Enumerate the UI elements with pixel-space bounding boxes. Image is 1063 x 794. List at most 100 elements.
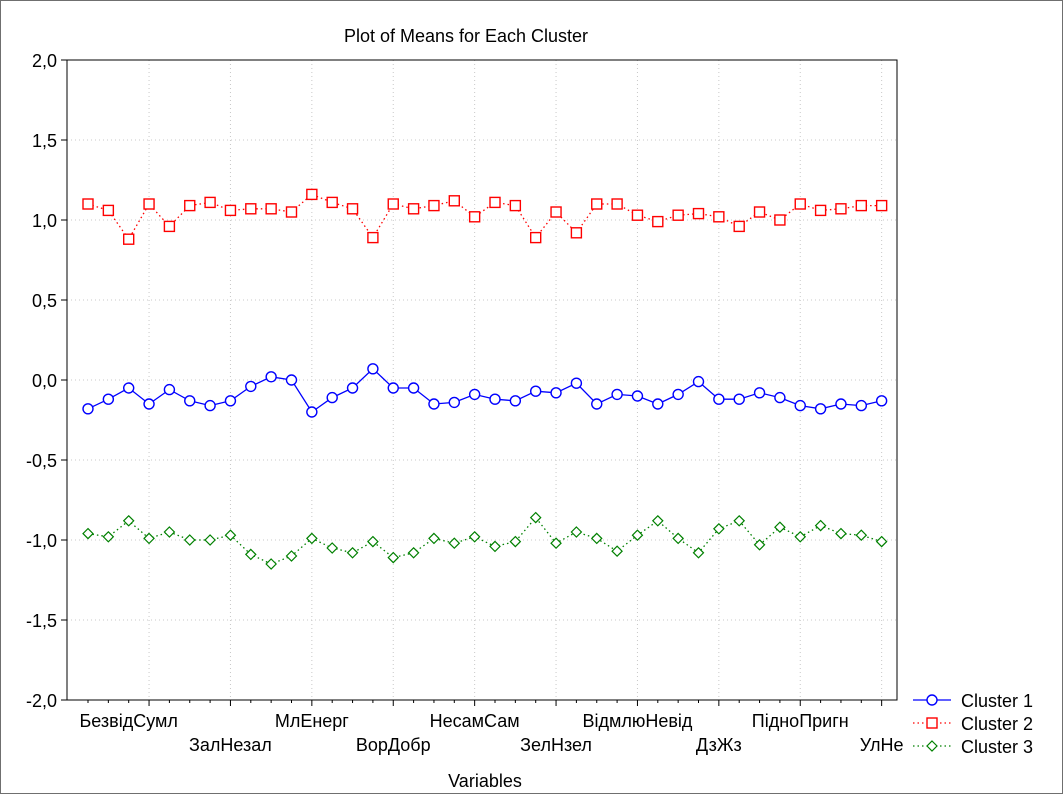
series-2-point xyxy=(122,233,135,245)
series-3 xyxy=(82,511,888,570)
series-3-point xyxy=(224,529,237,542)
x-tick-label: ЗалНезал xyxy=(189,735,272,755)
series-1-point xyxy=(285,374,298,386)
series-2-point xyxy=(428,199,440,212)
series-2-point xyxy=(855,199,867,212)
series-1-point xyxy=(102,393,115,405)
series-2-point xyxy=(652,215,664,228)
series-1-point xyxy=(184,395,196,407)
series-3-point xyxy=(529,511,542,524)
series-1-point xyxy=(631,390,644,402)
labels-layer: Plot of Means for Each Cluster Variables… xyxy=(79,26,903,791)
x-tick-label: ДзЖз xyxy=(696,735,742,755)
y-tick-label: -2,0 xyxy=(26,691,57,711)
legend: Cluster 1 Cluster 2 Cluster 3 xyxy=(913,691,1033,757)
series-2-point xyxy=(713,211,725,223)
series-1-point xyxy=(550,387,562,399)
series-3-point xyxy=(163,526,176,538)
series-3-point xyxy=(183,534,196,546)
legend-marker xyxy=(926,694,938,706)
series-2-point xyxy=(875,199,888,212)
series-2-point xyxy=(774,214,786,226)
series-2-point xyxy=(306,188,318,201)
series-2-point xyxy=(448,195,460,207)
series-1-point xyxy=(326,391,338,404)
series-1-point xyxy=(855,399,867,412)
series-2-point xyxy=(550,206,562,218)
series-3-point xyxy=(285,550,298,562)
series-1-point xyxy=(753,387,766,399)
series-3-point xyxy=(835,527,847,540)
x-axis-title: Variables xyxy=(448,771,522,791)
y-tick-label: 1,5 xyxy=(32,131,57,151)
legend-entry-2: Cluster 2 xyxy=(913,714,1033,734)
series-2-point xyxy=(611,198,623,210)
series-1-point xyxy=(143,398,155,410)
series-2-point xyxy=(794,198,806,210)
series-2-point xyxy=(489,196,501,209)
series-3-point xyxy=(713,522,725,535)
series-3-point xyxy=(122,514,135,527)
series-3-point xyxy=(387,551,400,564)
series-3-point xyxy=(794,530,807,543)
x-tick-label: МлЕнерг xyxy=(275,711,349,731)
series-2-point xyxy=(631,209,644,221)
series-3-point xyxy=(265,558,277,570)
y-tick-label: 0,5 xyxy=(32,291,57,311)
series-3-point xyxy=(428,532,440,545)
series-2-point xyxy=(346,203,359,215)
y-tick-label: -0,5 xyxy=(26,451,57,471)
series-3-point xyxy=(468,530,481,543)
series-1-point xyxy=(387,382,399,394)
series-3-point xyxy=(306,532,318,545)
series-2-point xyxy=(509,199,522,212)
series-3-point xyxy=(753,538,766,551)
series-2-point xyxy=(163,220,176,233)
series-2-point xyxy=(143,198,155,210)
legend-marker xyxy=(926,740,938,752)
series-2 xyxy=(82,188,888,245)
series-2-point xyxy=(468,211,481,223)
series-2-point xyxy=(245,203,257,215)
chart-title: Plot of Means for Each Cluster xyxy=(344,26,588,46)
series-2-point xyxy=(387,198,399,210)
series-3-point xyxy=(346,546,359,559)
series-3-point xyxy=(733,514,746,527)
series-3-point xyxy=(326,542,339,554)
series-1-point xyxy=(489,393,501,405)
series-2-point xyxy=(835,203,847,215)
series-3-point xyxy=(875,535,888,548)
series-1-point xyxy=(265,371,277,383)
series-3-point xyxy=(82,527,94,540)
series-2-point xyxy=(184,199,196,212)
series-2-point xyxy=(224,204,237,217)
series-3-point xyxy=(448,537,461,550)
series-3-point xyxy=(814,519,827,532)
x-tick-label: ЗелНзел xyxy=(520,735,592,755)
series-1-line xyxy=(87,367,882,413)
series-1-point xyxy=(82,403,94,415)
series-1-point xyxy=(346,382,359,394)
series-1-point xyxy=(794,399,806,412)
series-2-point xyxy=(102,204,115,217)
y-tick-label: -1,5 xyxy=(26,611,57,631)
series-2-point xyxy=(367,231,379,244)
series-3-point xyxy=(143,532,155,545)
y-tick-label: 2,0 xyxy=(32,51,57,71)
series-1-point xyxy=(245,380,257,393)
series-3-point xyxy=(102,530,115,543)
series-1-point xyxy=(672,388,684,401)
series-1-point xyxy=(204,399,216,412)
series-1-point xyxy=(509,395,522,407)
series-3-point xyxy=(692,546,705,559)
grid-layer xyxy=(67,60,897,700)
series-1-point xyxy=(814,403,827,415)
series-3-point xyxy=(489,540,501,553)
series-2-point xyxy=(530,231,542,244)
x-tick-label: НесамСам xyxy=(430,711,520,731)
legend-label: Cluster 1 xyxy=(961,691,1033,711)
axes-layer: 2,0 1,5 1,0 0,5 0,0 -0,5 -1,0 -1,5 -2,0 xyxy=(26,51,898,711)
series-3-point xyxy=(367,535,379,548)
series-1 xyxy=(82,363,888,418)
